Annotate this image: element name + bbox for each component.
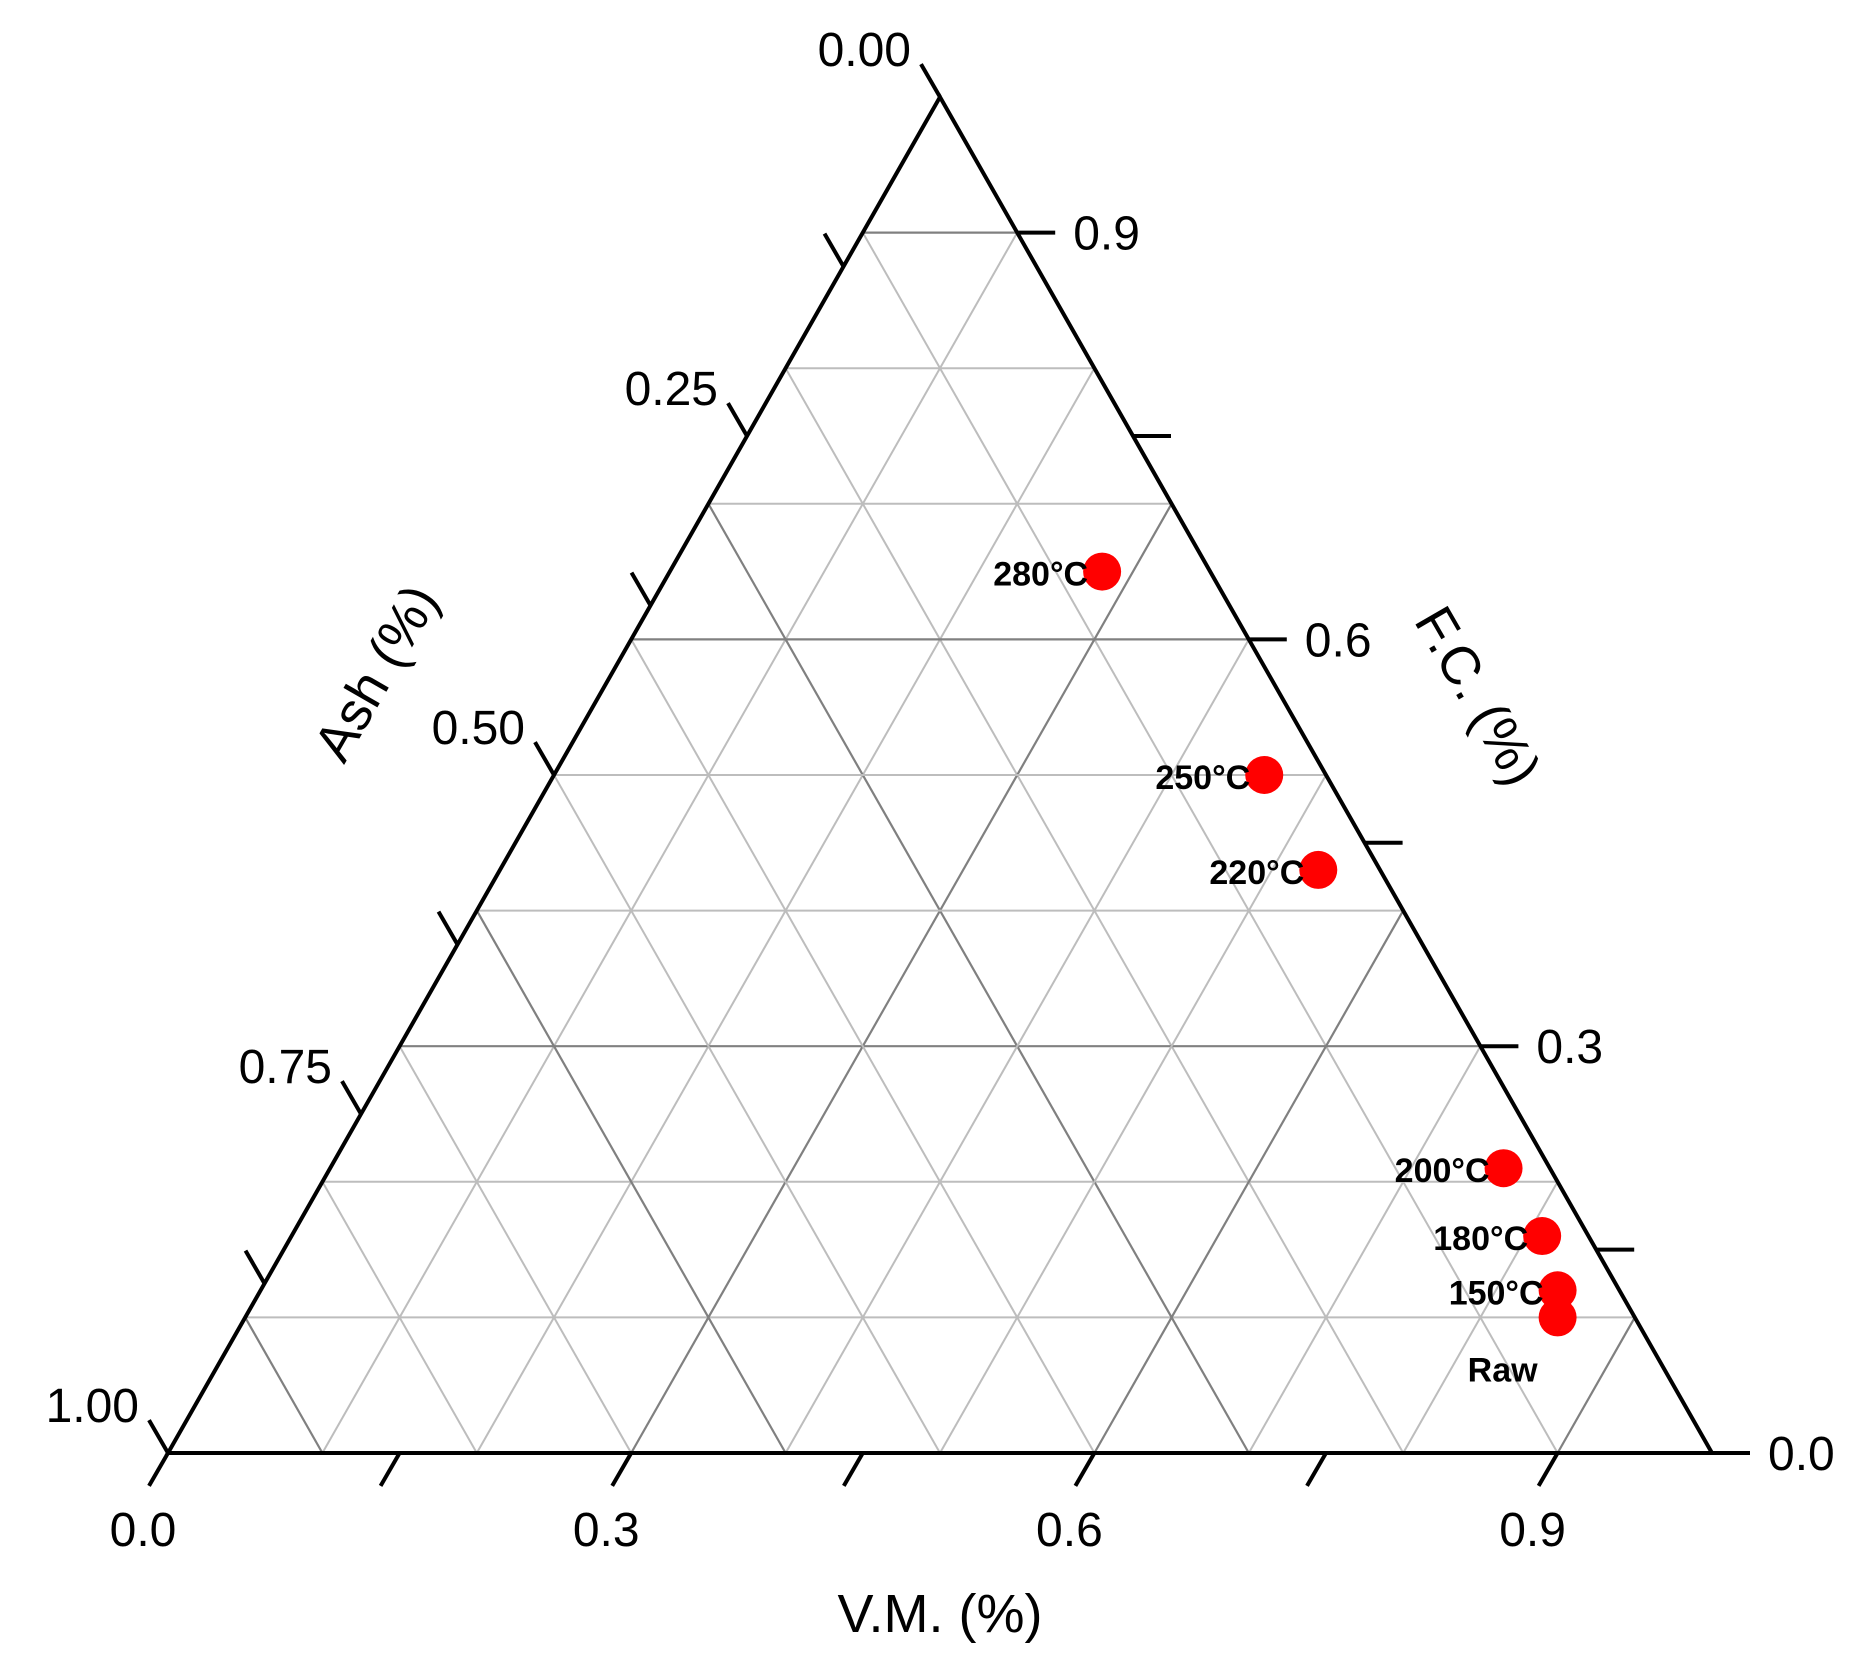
grid-line-vm bbox=[1556, 1316, 1636, 1454]
grid-line-vm bbox=[1093, 910, 1405, 1454]
grid-line-ash bbox=[321, 1181, 478, 1454]
bottom-axis-tick-label: 0.3 bbox=[573, 1504, 640, 1557]
bottom-axis-tick bbox=[1305, 1451, 1328, 1487]
grid-line-vm bbox=[630, 503, 1173, 1454]
points-layer: Raw 150°C 180°C 200°C 220°C 250°C 280°C bbox=[993, 552, 1577, 1389]
ticks-layer: 0.0 0.3 0.6 0.9 0.0 0.3 0.6 0.9 0.00 0.25 0.50 0.75… bbox=[46, 24, 1835, 1557]
bottom-axis-tick-label: 0.6 bbox=[1036, 1504, 1103, 1557]
grid-line-ash bbox=[553, 774, 941, 1454]
bottom-axis-title: V.M. (%) bbox=[837, 1584, 1042, 1644]
grid-line-vm bbox=[321, 232, 1019, 1454]
point-label: 180°C bbox=[1433, 1220, 1528, 1258]
left-axis-tick bbox=[340, 1080, 363, 1116]
left-axis-tick bbox=[822, 232, 846, 268]
left-axis-tick bbox=[436, 910, 460, 946]
left-axis-tick-label: 0.75 bbox=[239, 1041, 332, 1094]
data-point bbox=[1299, 850, 1338, 889]
point-label: 150°C bbox=[1449, 1274, 1544, 1312]
grid-line-ash bbox=[861, 232, 1559, 1454]
right-axis-tick-label: 0.9 bbox=[1073, 208, 1140, 261]
grid-layer bbox=[244, 231, 1636, 1454]
grid-line-vm bbox=[939, 774, 1327, 1454]
data-point bbox=[1484, 1149, 1523, 1188]
data-point bbox=[1245, 756, 1284, 794]
bottom-axis-tick bbox=[610, 1451, 633, 1487]
left-axis-tick-label: 1.00 bbox=[46, 1380, 139, 1433]
data-point bbox=[1538, 1298, 1577, 1337]
right-axis-tick-label: 0.0 bbox=[1768, 1428, 1835, 1481]
grid-line-ash bbox=[244, 1316, 324, 1454]
point-label: 200°C bbox=[1395, 1152, 1490, 1190]
bottom-axis-tick bbox=[842, 1451, 865, 1487]
data-point bbox=[1523, 1217, 1562, 1256]
bottom-axis-tick-label: 0.0 bbox=[110, 1504, 177, 1557]
point-label: 220°C bbox=[1209, 854, 1304, 892]
left-axis-tick-label: 0.50 bbox=[432, 702, 525, 755]
point-label: 250°C bbox=[1155, 759, 1250, 797]
grid-line-ash bbox=[475, 910, 787, 1454]
grid-line-ash bbox=[398, 1045, 633, 1454]
left-axis-tick bbox=[533, 741, 556, 777]
bottom-axis-tick bbox=[1073, 1451, 1097, 1487]
right-axis-tick-label: 0.3 bbox=[1536, 1021, 1603, 1074]
point-label: Raw bbox=[1468, 1351, 1538, 1389]
point-label: 280°C bbox=[993, 556, 1088, 594]
left-axis-tick bbox=[726, 402, 749, 437]
left-axis-tick-label: 0.25 bbox=[625, 363, 718, 416]
bottom-axis-tick bbox=[1536, 1451, 1560, 1487]
data-point bbox=[1538, 1271, 1577, 1310]
right-axis-tick-label: 0.6 bbox=[1305, 614, 1372, 667]
left-axis-tick bbox=[629, 571, 653, 607]
left-axis-tick bbox=[243, 1249, 267, 1285]
left-axis-title: Ash (%) bbox=[302, 575, 450, 771]
bottom-axis-tick bbox=[147, 1451, 170, 1487]
right-axis-title: F.C. (%) bbox=[1403, 597, 1552, 796]
left-axis-tick bbox=[919, 63, 942, 98]
grid-line-vm bbox=[1247, 1045, 1482, 1454]
data-point bbox=[1083, 552, 1122, 591]
grid-line-ash bbox=[707, 503, 1250, 1454]
left-axis-tick-label: 0.00 bbox=[818, 24, 911, 77]
bottom-axis-tick-label: 0.9 bbox=[1499, 1504, 1566, 1557]
left-axis-tick bbox=[147, 1419, 170, 1455]
bottom-axis-tick bbox=[378, 1451, 402, 1487]
